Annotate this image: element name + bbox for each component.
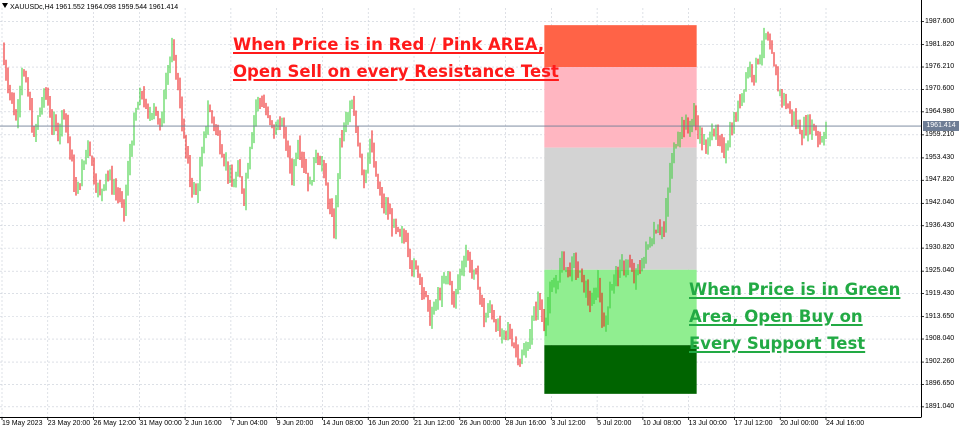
y-tick-label: 1959.210 <box>925 130 955 138</box>
buy-annotation-line-2: Area, Open Buy on <box>689 307 863 326</box>
x-tick-label: 13 Jul 00:00 <box>688 420 727 427</box>
y-tick-label: 1981.820 <box>925 40 955 48</box>
x-tick-label: 16 Jun 20:00 <box>368 420 409 427</box>
y-tick-label: 1953.430 <box>925 153 955 161</box>
price-zones <box>544 25 697 394</box>
x-tick-label: 24 Jul 16:00 <box>826 420 865 427</box>
x-tick-label: 5 Jul 20:00 <box>597 420 632 427</box>
x-tick-label: 20 Jul 00:00 <box>780 420 819 427</box>
y-tick-label: 1930.820 <box>925 244 955 252</box>
zone-gray <box>544 147 697 270</box>
zone-lightgreen <box>544 269 697 346</box>
x-tick-label: 3 Jul 12:00 <box>551 420 586 427</box>
x-tick-label: 7 Jun 04:00 <box>230 420 268 427</box>
x-tick-label: 10 Jul 08:00 <box>642 420 682 427</box>
x-tick-label: 14 Jun 08:00 <box>322 420 363 427</box>
x-tick-label: 19 May 2023 <box>2 420 43 427</box>
sell-annotation-line-2: Open Sell on every Resistance Test <box>233 62 559 81</box>
y-tick-label: 1942.040 <box>925 199 955 207</box>
y-tick-label: 1964.980 <box>925 107 955 115</box>
y-tick-label: 1902.260 <box>925 358 955 366</box>
y-tick-label: 1908.040 <box>925 335 955 342</box>
sell-zone-annotation: When Price is in Red / Pink AREA, Open S… <box>233 31 559 85</box>
x-tick-label: 26 Jun 00:00 <box>459 420 501 427</box>
y-tick-label: 1896.650 <box>925 380 955 388</box>
zone-red <box>544 25 697 68</box>
x-tick-label: 26 May 12:00 <box>93 420 136 427</box>
sell-annotation-line-1: When Price is in Red / Pink AREA, <box>233 35 545 54</box>
y-tick-label: 1947.820 <box>925 176 955 184</box>
x-tick-label: 23 May 20:00 <box>47 420 91 427</box>
x-tick-label: 9 Jun 20:00 <box>276 420 314 427</box>
x-tick-label: 21 Jun 12:00 <box>414 420 455 427</box>
triangle-down-icon[interactable] <box>2 3 8 8</box>
symbol-info: XAUUSDc,H4 1961.552 1964.098 1959.544 19… <box>2 3 178 11</box>
y-tick-label: 1913.650 <box>925 312 955 320</box>
y-tick-label: 1976.210 <box>925 63 955 70</box>
buy-annotation-line-3: Every Support Test <box>689 334 866 353</box>
x-tick-label: 28 Jun 16:00 <box>505 420 547 427</box>
candles <box>3 27 827 367</box>
zone-darkgreen <box>544 345 697 394</box>
y-tick-label: 1925.040 <box>925 267 955 275</box>
buy-annotation-line-1: When Price is in Green <box>689 280 901 299</box>
buy-zone-annotation: When Price is in Green Area, Open Buy on… <box>689 276 900 357</box>
y-tick-label: 1891.040 <box>925 402 955 410</box>
y-tick-label: 1936.430 <box>925 221 955 229</box>
chart-frame <box>0 0 922 418</box>
x-tick-label: 17 Jul 12:00 <box>734 420 773 427</box>
symbol-info-text: XAUUSDc,H4 1961.552 1964.098 1959.544 19… <box>10 4 179 11</box>
y-tick-label: 1919.430 <box>925 289 955 297</box>
current-price-tag: 1961.414 <box>923 121 959 132</box>
x-tick-label: 2 Jun 16:00 <box>185 420 222 427</box>
zone-pink <box>544 67 697 148</box>
x-tick-label: 31 May 00:00 <box>139 420 182 427</box>
y-tick-label: 1987.600 <box>925 17 955 25</box>
y-tick-label: 1970.600 <box>925 85 955 93</box>
